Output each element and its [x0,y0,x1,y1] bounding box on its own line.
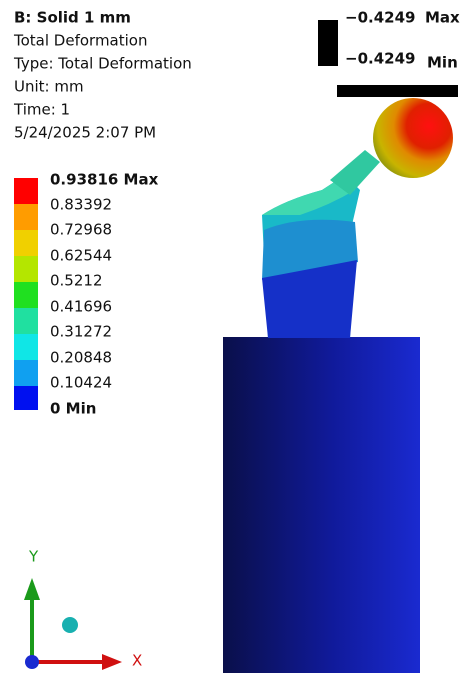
axis-label: X [132,652,142,670]
legend-label: 0.72968 [50,221,112,239]
legend-label: 0.31272 [50,323,112,341]
legend-bar [14,178,38,410]
info-line: Time: 1 [13,101,70,119]
info-line: 5/24/2025 2:07 PM [14,124,156,142]
probe-value: −0.4249 [345,9,415,27]
info-line: Total Deformation [13,32,147,50]
legend-label: 0.83392 [50,196,112,214]
model [223,98,453,673]
legend-label: 0.10424 [50,374,112,392]
viewport: B: Solid 1 mm Total Deformation Type: To… [0,0,461,673]
legend-label: 0.5212 [50,272,103,290]
probe-plate [337,85,458,97]
probe-label: Max [425,9,460,27]
probe-label: Min [427,54,458,72]
legend-label: 0.93816 Max [50,171,159,189]
info-line: Type: Total Deformation [13,55,192,73]
info-line: Unit: mm [14,78,84,96]
axis-label: Y [28,548,39,566]
legend-label: 0.20848 [50,349,112,367]
legend-label: 0.41696 [50,298,112,316]
probe-value: −0.4249 [345,50,415,68]
probe-bar [318,20,338,66]
legend-label: 0 Min [50,400,96,418]
axis-triad [24,578,122,670]
legend-label: 0.62544 [50,247,112,265]
title: B: Solid 1 mm [14,9,131,27]
